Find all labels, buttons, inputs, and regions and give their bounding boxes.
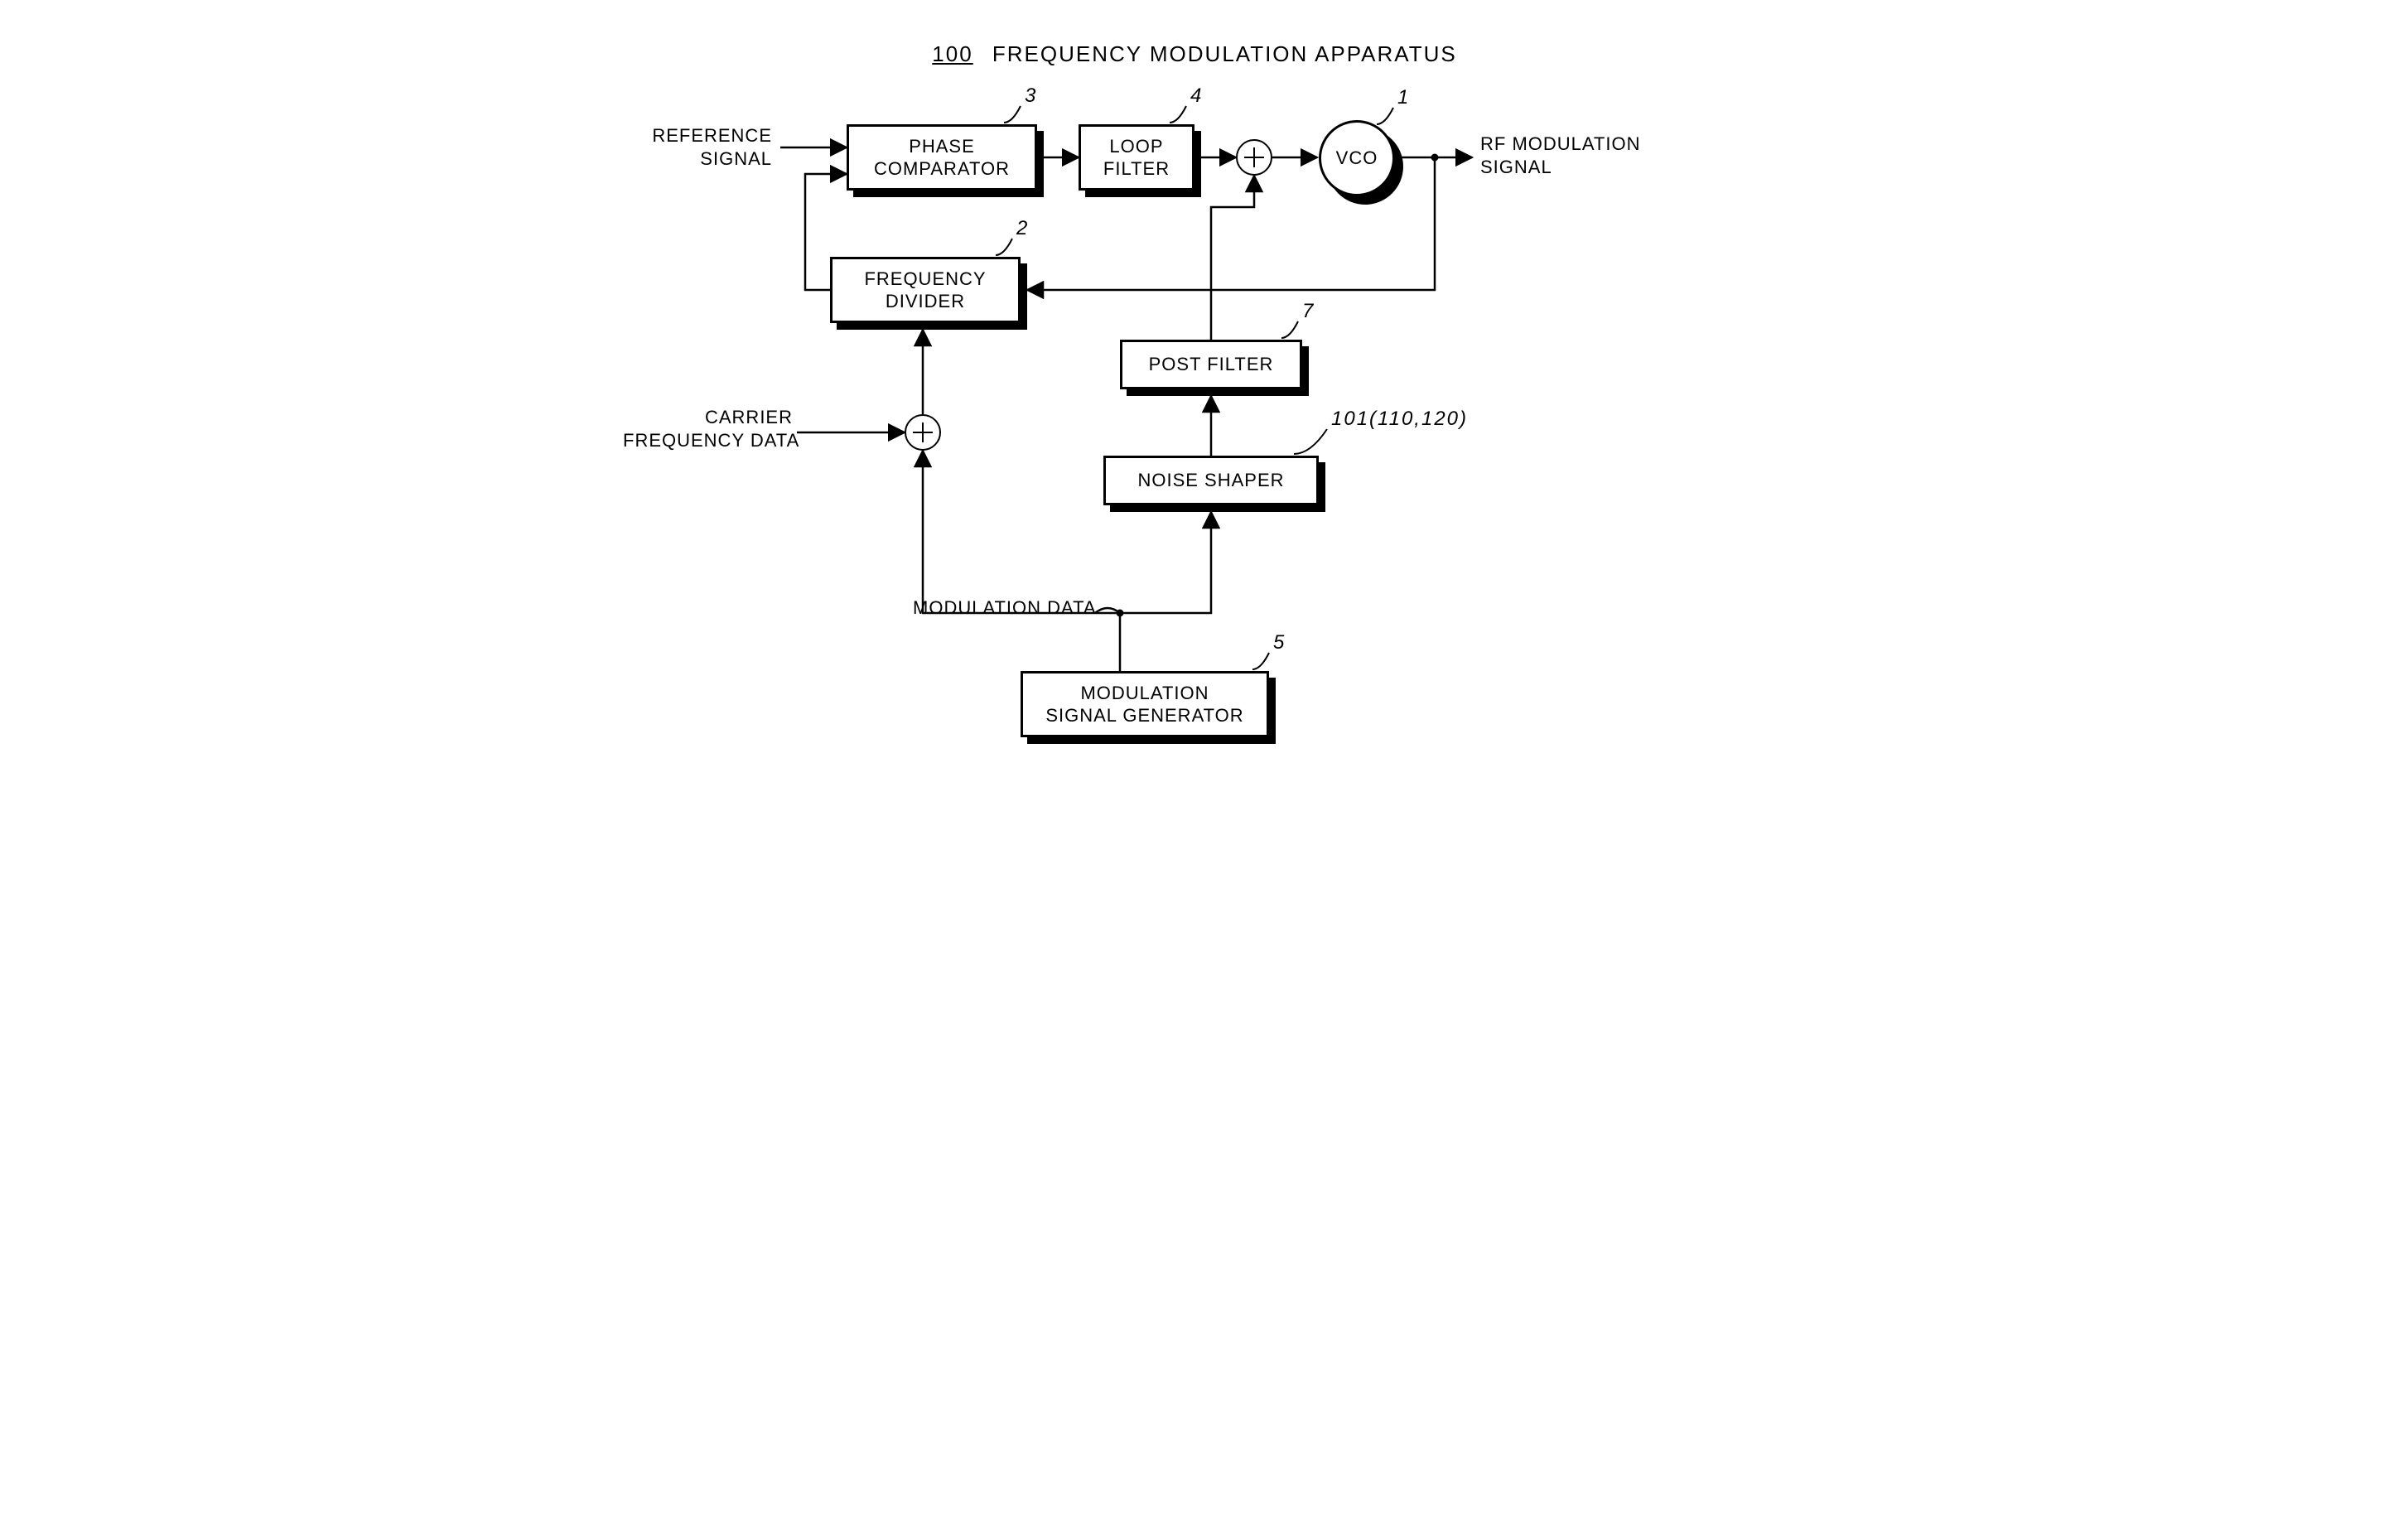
- ref-101: 101(110,120): [1331, 408, 1468, 431]
- frequency-divider-block: FREQUENCYDIVIDER: [830, 257, 1021, 323]
- ref-4: 4: [1190, 84, 1203, 108]
- modulation-data-label: MODULATION DATA: [913, 596, 1097, 620]
- rf-modulation-signal-label: RF MODULATIONSIGNAL: [1480, 133, 1640, 178]
- carrier-frequency-data-label: CARRIERFREQUENCY DATA: [623, 406, 793, 451]
- noise-shaper-label: NOISE SHAPER: [1137, 469, 1284, 492]
- noise-shaper-block: NOISE SHAPER: [1103, 456, 1319, 505]
- summer-1: [1236, 139, 1272, 176]
- ref-1: 1: [1397, 86, 1410, 109]
- ref-7: 7: [1302, 300, 1315, 323]
- modulation-signal-generator-label: MODULATIONSIGNAL GENERATOR: [1045, 682, 1243, 727]
- loop-filter-label: LOOPFILTER: [1103, 135, 1170, 181]
- ref-2: 2: [1016, 217, 1029, 240]
- phase-comparator-block: PHASECOMPARATOR: [847, 124, 1037, 191]
- post-filter-label: POST FILTER: [1149, 353, 1274, 376]
- post-filter-block: POST FILTER: [1120, 340, 1302, 389]
- ref-5: 5: [1273, 631, 1286, 654]
- loop-filter-block: LOOPFILTER: [1079, 124, 1194, 191]
- ref-3: 3: [1025, 84, 1037, 108]
- reference-signal-label: REFERENCESIGNAL: [623, 124, 772, 170]
- summer-2: [905, 414, 941, 451]
- vco-circle: VCO: [1319, 120, 1395, 196]
- diagram-canvas: 100 FREQUENCY MODULATION APPARATUS PHASE…: [573, 33, 1816, 828]
- vco-label: VCO: [1336, 147, 1378, 169]
- phase-comparator-label: PHASECOMPARATOR: [874, 135, 1010, 181]
- modulation-signal-generator-block: MODULATIONSIGNAL GENERATOR: [1021, 671, 1269, 737]
- frequency-divider-label: FREQUENCYDIVIDER: [864, 268, 986, 313]
